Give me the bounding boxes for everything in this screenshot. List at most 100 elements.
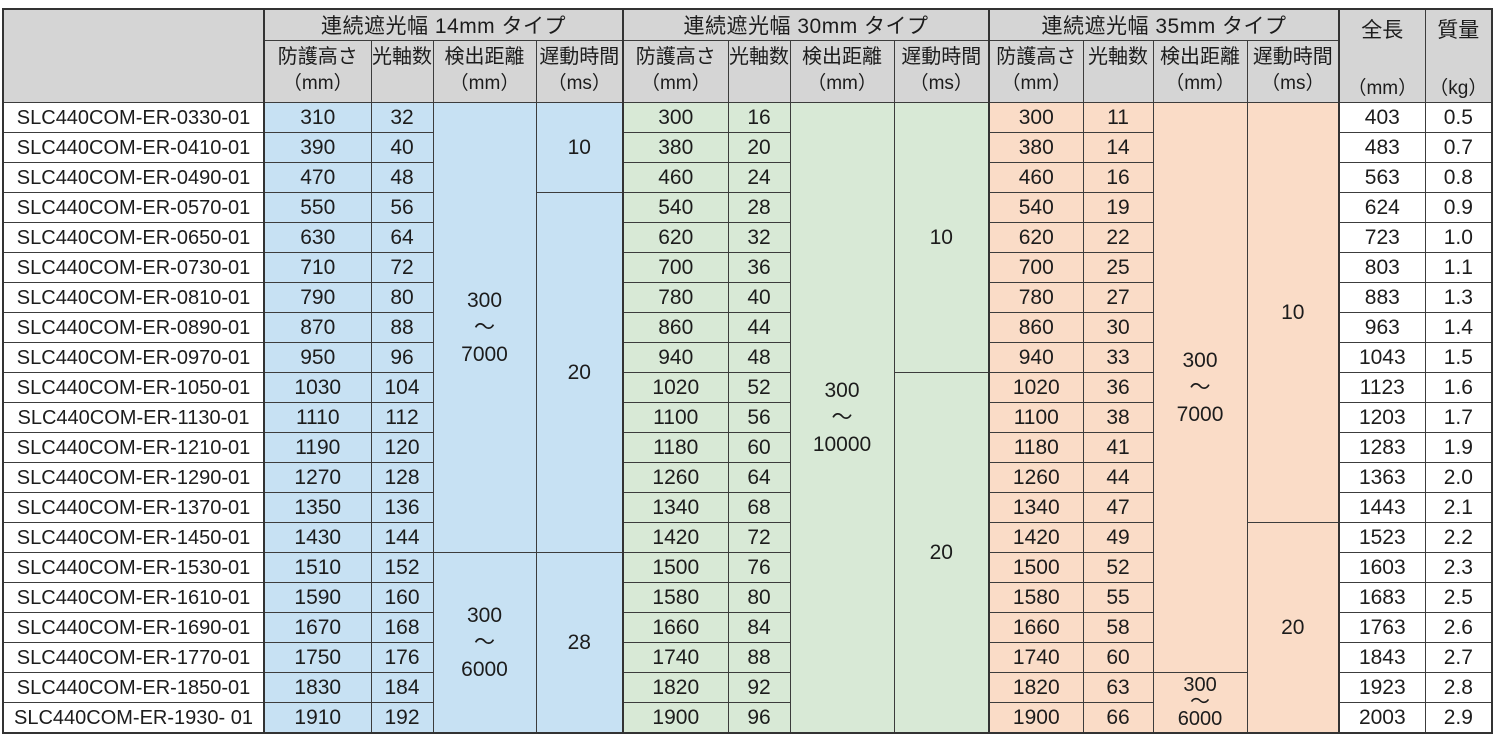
total-length-header: 全長 （mm） [1338, 8, 1426, 103]
table-row: SLC440COM-ER-0890-01 870 88 860 44 860 30 963 1.… [2, 312, 1493, 343]
beam-count-35mm-cell: 16 [1082, 162, 1154, 193]
detection-distance-14mm-cell: 300 ～ 6000 [432, 552, 537, 734]
beam-count-35mm-cell: 14 [1082, 132, 1154, 163]
model-cell: SLC440COM-ER-0330-01 [2, 102, 265, 133]
protection-height-35mm-cell: 1420 [988, 522, 1084, 553]
protection-height-35mm-cell: 1180 [988, 432, 1084, 463]
response-delay-30mm-cell: 20 [893, 372, 990, 734]
mass-cell: 2.5 [1424, 582, 1493, 613]
model-cell: SLC440COM-ER-1450-01 [2, 522, 265, 553]
protection-height-14mm-cell: 1750 [263, 642, 372, 673]
beam-count-35mm-cell: 44 [1082, 462, 1154, 493]
total-length-cell: 1763 [1338, 612, 1426, 643]
model-cell: SLC440COM-ER-1370-01 [2, 492, 265, 523]
beam-count-30mm-cell: 32 [727, 222, 791, 253]
sub-header-row: 防護高さ （mm） 光軸数 検出距離 （mm） 遅動時間 （ms） 防護高さ （… [3, 40, 1492, 103]
protection-height-30mm-cell: 1500 [622, 552, 729, 583]
table-body: SLC440COM-ER-0330-01 310 32 300 ～ 7000 10 300… [2, 102, 1493, 734]
protection-height-30mm-cell: 1420 [622, 522, 729, 553]
protection-height-30mm-cell: 1580 [622, 582, 729, 613]
model-cell: SLC440COM-ER-1770-01 [2, 642, 265, 673]
beam-count-30mm-cell: 24 [727, 162, 791, 193]
model-cell: SLC440COM-ER-1850-01 [2, 672, 265, 703]
response-delay-30mm-cell: 10 [893, 102, 990, 373]
total-length-cell: 723 [1338, 222, 1426, 253]
table-row: SLC440COM-ER-0570-01 550 56 20 540 28 540 19 624… [2, 192, 1493, 553]
protection-height-30mm-cell: 620 [622, 222, 729, 253]
mass-cell: 1.0 [1424, 222, 1493, 253]
height-header-14mm: 防護高さ （mm） [263, 40, 372, 103]
beam-count-35mm-cell: 49 [1082, 522, 1154, 553]
table-row: SLC440COM-ER-0970-01 950 96 940 48 940 33 1043 1… [2, 342, 1493, 373]
beam-count-14mm-cell: 144 [370, 522, 434, 553]
group-header-row: 連続遮光幅 14mm タイプ 連続遮光幅 30mm タイプ 連続遮光幅 35mm… [2, 8, 1493, 103]
table-row: SLC440COM-ER-1050-01 1030 104 1020 52 20 1020 3… [2, 372, 1493, 734]
beam-count-14mm-cell: 128 [370, 462, 434, 493]
model-cell: SLC440COM-ER-1930- 01 [2, 702, 265, 734]
protection-height-35mm-cell: 380 [988, 132, 1084, 163]
protection-height-14mm-cell: 710 [263, 252, 372, 283]
model-cell: SLC440COM-ER-0410-01 [2, 132, 265, 163]
model-cell: SLC440COM-ER-0970-01 [2, 342, 265, 373]
protection-height-14mm-cell: 1510 [263, 552, 372, 583]
beam-count-30mm-cell: 36 [727, 252, 791, 283]
protection-height-35mm-cell: 1260 [988, 462, 1084, 493]
total-length-cell: 1283 [1338, 432, 1426, 463]
beam-count-14mm-cell: 192 [370, 702, 434, 734]
model-cell: SLC440COM-ER-1530-01 [2, 552, 265, 583]
beam-count-14mm-cell: 152 [370, 552, 434, 583]
beam-count-14mm-cell: 136 [370, 492, 434, 523]
table-row: SLC440COM-ER-1610-01 1590 160 1580 80 1580 55 1… [2, 582, 1493, 613]
delay-header-35mm: 遅動時間 （ms） [1246, 40, 1340, 103]
detection-distance-35mm-cell: 300 ～ 6000 [1152, 672, 1248, 734]
distance-header-35mm: 検出距離 （mm） [1152, 40, 1248, 103]
protection-height-30mm-cell: 1740 [622, 642, 729, 673]
protection-height-30mm-cell: 1820 [622, 672, 729, 703]
protection-height-35mm-cell: 1500 [988, 552, 1084, 583]
group-header-30mm: 連続遮光幅 30mm タイプ [622, 8, 990, 41]
protection-height-14mm-cell: 310 [263, 102, 372, 133]
table-row: SLC440COM-ER-1690-01 1670 168 1660 84 1660 58 1… [2, 612, 1493, 643]
response-delay-35mm-cell: 20 [1246, 522, 1340, 734]
table-row: SLC440COM-ER-0410-01 390 40 380 20 380 14 483 0.… [2, 132, 1493, 163]
beam-count-14mm-cell: 64 [370, 222, 434, 253]
axes-header-14mm: 光軸数 [370, 40, 434, 103]
beam-count-30mm-cell: 16 [727, 102, 791, 133]
model-cell: SLC440COM-ER-1290-01 [2, 462, 265, 493]
total-length-cell: 403 [1338, 102, 1426, 133]
beam-count-14mm-cell: 32 [370, 102, 434, 133]
axes-header-35mm: 光軸数 [1082, 40, 1154, 103]
protection-height-35mm-cell: 700 [988, 252, 1084, 283]
beam-count-30mm-cell: 68 [727, 492, 791, 523]
group-header-35mm: 連続遮光幅 35mm タイプ [988, 8, 1340, 41]
total-length-cell: 483 [1338, 132, 1426, 163]
beam-count-35mm-cell: 52 [1082, 552, 1154, 583]
beam-count-14mm-cell: 48 [370, 162, 434, 193]
model-cell: SLC440COM-ER-0890-01 [2, 312, 265, 343]
beam-count-30mm-cell: 20 [727, 132, 791, 163]
protection-height-14mm-cell: 1030 [263, 372, 372, 403]
height-header-30mm: 防護高さ （mm） [622, 40, 729, 103]
total-length-cell: 2003 [1338, 702, 1426, 734]
protection-height-30mm-cell: 300 [622, 102, 729, 133]
mass-cell: 2.7 [1424, 642, 1493, 673]
beam-count-30mm-cell: 72 [727, 522, 791, 553]
protection-height-14mm-cell: 1590 [263, 582, 372, 613]
beam-count-14mm-cell: 104 [370, 372, 434, 403]
beam-count-35mm-cell: 58 [1082, 612, 1154, 643]
mass-cell: 0.9 [1424, 192, 1493, 223]
mass-cell: 2.1 [1424, 492, 1493, 523]
corner-cell [2, 8, 265, 103]
table-row: SLC440COM-ER-1530-01 1510 152 300 ～ 6000 28 1… [2, 552, 1493, 734]
beam-count-30mm-cell: 84 [727, 612, 791, 643]
beam-count-30mm-cell: 60 [727, 432, 791, 463]
beam-count-35mm-cell: 38 [1082, 402, 1154, 433]
beam-count-35mm-cell: 33 [1082, 342, 1154, 373]
protection-height-30mm-cell: 700 [622, 252, 729, 283]
mass-cell: 1.1 [1424, 252, 1493, 283]
delay-header-14mm: 遅動時間 （ms） [535, 40, 624, 103]
model-cell: SLC440COM-ER-0730-01 [2, 252, 265, 283]
response-delay-14mm-cell: 28 [535, 552, 624, 734]
total-length-cell: 1443 [1338, 492, 1426, 523]
